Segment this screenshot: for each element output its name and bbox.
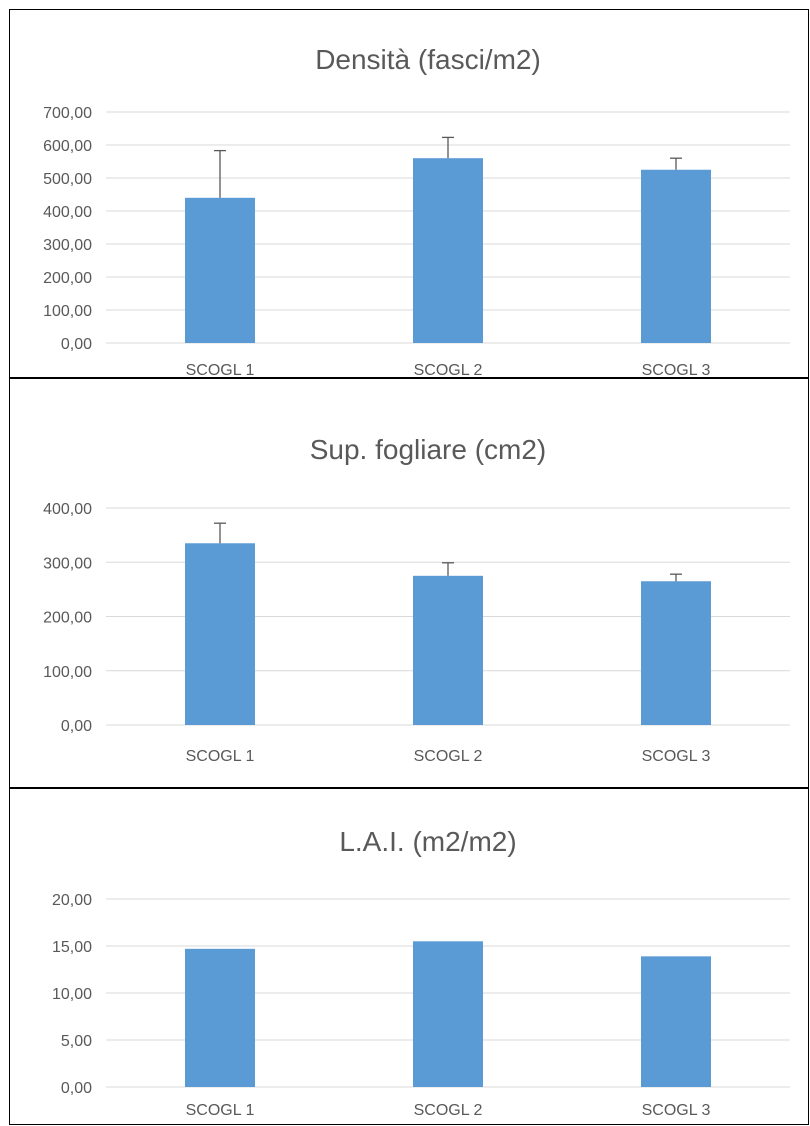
y-tick-label: 300,00	[43, 555, 92, 572]
y-tick-label: 10,00	[52, 986, 92, 1003]
y-tick-label: 15,00	[52, 939, 92, 956]
bar	[641, 169, 711, 343]
y-tick-label: 300,00	[43, 237, 92, 254]
bar	[185, 543, 255, 725]
y-tick-label: 20,00	[52, 892, 92, 909]
y-tick-label: 200,00	[43, 610, 92, 627]
chart-panel-lai: L.A.I. (m2/m2) 0,00 5,00 10,00 15,00 20,00 SCO…	[9, 788, 809, 1125]
x-category-label: SCOGL 1	[186, 362, 255, 377]
y-tick-label: 600,00	[43, 138, 92, 155]
y-tick-label: 0,00	[61, 336, 92, 353]
chart-panel-leaf-surface: Sup. fogliare (cm2) 0,00 100,00 200,00 300,0…	[9, 378, 809, 788]
x-category-label: SCOGL 1	[186, 748, 255, 765]
chart-title: Sup. fogliare (cm2)	[310, 434, 547, 465]
bar	[413, 941, 483, 1087]
x-category-label: SCOGL 2	[414, 1102, 483, 1119]
bar	[413, 575, 483, 725]
chart-panel-density: Densità (fasci/m2) 0,00 100,00 200,00 300,00…	[9, 9, 809, 378]
leaf-surface-chart: Sup. fogliare (cm2) 0,00 100,00 200,00 300,0…	[43, 434, 790, 765]
y-tick-label: 400,00	[43, 501, 92, 518]
y-tick-label: 700,00	[43, 105, 92, 122]
x-category-label: SCOGL 3	[642, 362, 711, 377]
bar	[641, 956, 711, 1087]
y-tick-label: 0,00	[61, 1080, 92, 1097]
lai-chart: L.A.I. (m2/m2) 0,00 5,00 10,00 15,00 20,00 SCO…	[52, 826, 790, 1119]
y-tick-label: 200,00	[43, 270, 92, 287]
bar	[185, 948, 255, 1087]
x-category-label: SCOGL 1	[186, 1102, 255, 1119]
bar	[185, 197, 255, 343]
chart-title: L.A.I. (m2/m2)	[339, 826, 516, 857]
x-category-label: SCOGL 2	[414, 748, 483, 765]
y-tick-label: 100,00	[43, 303, 92, 320]
x-category-label: SCOGL 3	[642, 748, 711, 765]
chart-title: Densità (fasci/m2)	[315, 44, 541, 75]
bar	[413, 158, 483, 343]
y-tick-label: 5,00	[61, 1033, 92, 1050]
x-category-label: SCOGL 2	[414, 362, 483, 377]
y-tick-label: 100,00	[43, 664, 92, 681]
y-tick-label: 0,00	[61, 718, 92, 735]
density-chart: Densità (fasci/m2) 0,00 100,00 200,00 300,00…	[43, 44, 790, 377]
x-category-label: SCOGL 3	[642, 1102, 711, 1119]
y-tick-label: 500,00	[43, 171, 92, 188]
y-tick-label: 400,00	[43, 204, 92, 221]
bar	[641, 581, 711, 725]
